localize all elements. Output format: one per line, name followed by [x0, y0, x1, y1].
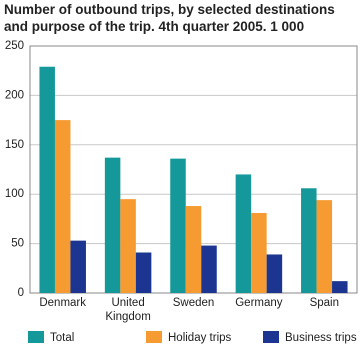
legend-swatch [146, 331, 162, 343]
legend-swatch [263, 331, 279, 343]
bar [170, 158, 186, 293]
bar [235, 174, 252, 293]
bar [39, 66, 55, 293]
bar [104, 157, 121, 293]
legend-label: Total [50, 332, 74, 344]
legend-label: Holiday trips [168, 332, 232, 344]
y-tick-label: 250 [5, 40, 24, 52]
legend-label: Business trips [285, 332, 357, 344]
bar [135, 252, 152, 293]
bar [201, 245, 217, 293]
bar [54, 120, 71, 293]
y-tick-label: 0 [18, 287, 24, 299]
bar [120, 199, 136, 293]
bar [316, 200, 333, 293]
bar [70, 240, 86, 293]
bar [266, 254, 283, 293]
y-tick-label: 200 [5, 89, 24, 101]
x-tick-label: Germany [235, 297, 283, 309]
chart-title: Number of outbound trips, by selected de… [4, 2, 335, 34]
bar [251, 212, 267, 293]
x-tick-label: United Kingdom [105, 297, 151, 323]
bar [332, 281, 348, 293]
y-tick-label: 50 [11, 238, 24, 250]
y-tick-label: 150 [5, 139, 24, 151]
legend-swatch [28, 331, 44, 343]
bar [301, 188, 317, 293]
y-tick-label: 100 [5, 188, 24, 200]
bar [185, 206, 202, 293]
x-tick-label: Denmark [39, 297, 87, 309]
x-tick-label: Sweden [172, 297, 215, 309]
x-tick-label: Spain [309, 297, 339, 309]
